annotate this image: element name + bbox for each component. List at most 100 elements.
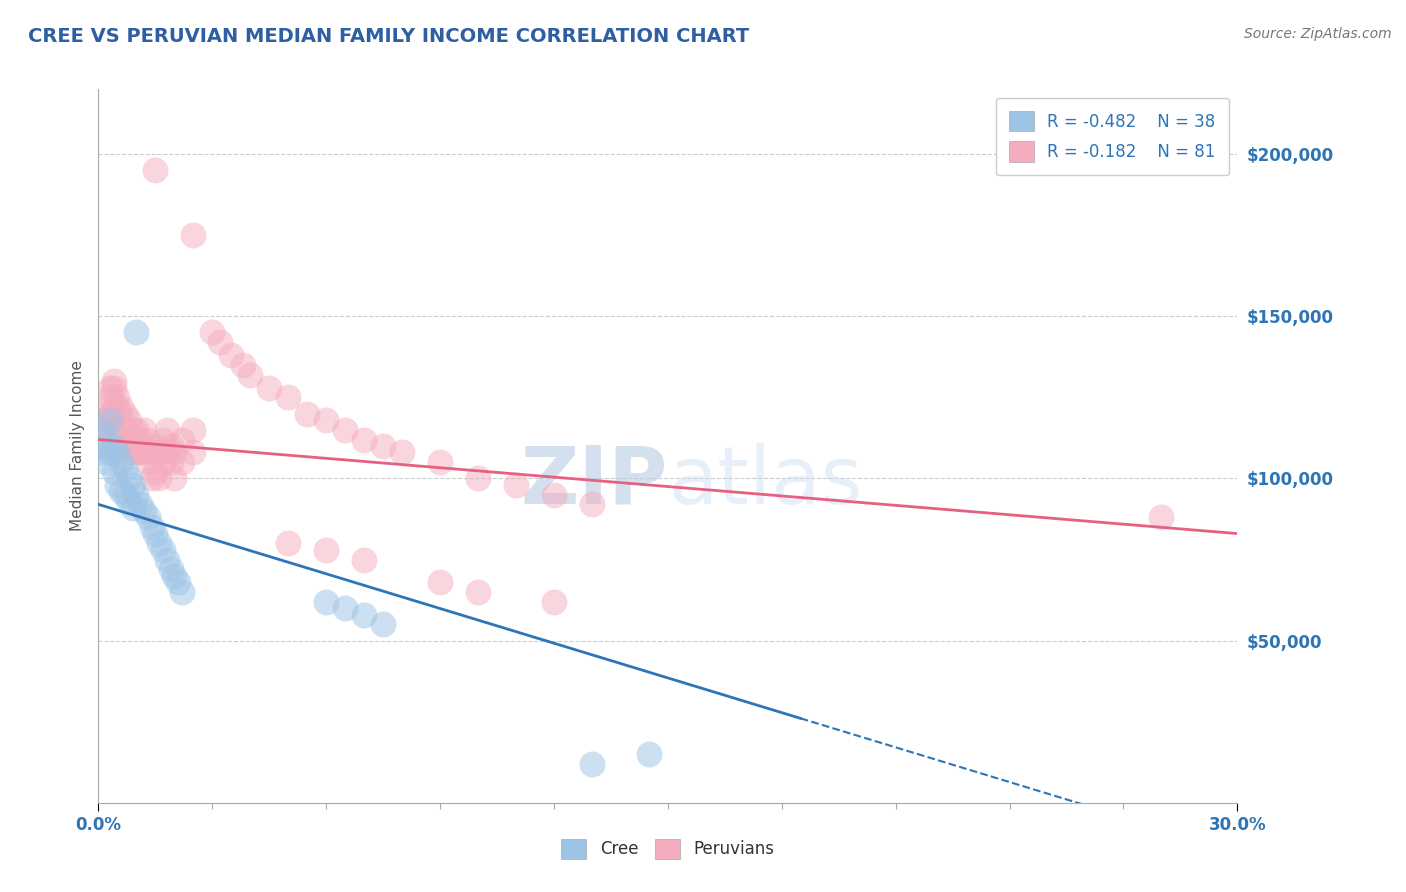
Point xyxy=(103,465,125,479)
Text: ZIP: ZIP xyxy=(520,442,668,521)
Point xyxy=(148,445,170,459)
Point xyxy=(148,536,170,550)
Point xyxy=(277,536,299,550)
Point xyxy=(98,413,121,427)
Text: atlas: atlas xyxy=(668,442,862,521)
Point xyxy=(1150,510,1173,524)
Point xyxy=(136,455,159,469)
Point xyxy=(505,478,527,492)
Point xyxy=(221,348,243,362)
Point xyxy=(315,413,337,427)
Point xyxy=(170,455,193,469)
Point xyxy=(103,439,125,453)
Point xyxy=(315,542,337,557)
Point xyxy=(94,455,117,469)
Point xyxy=(152,455,174,469)
Point xyxy=(277,390,299,404)
Point xyxy=(145,526,167,541)
Point xyxy=(98,381,121,395)
Point xyxy=(114,433,136,447)
Point xyxy=(183,445,205,459)
Point xyxy=(163,568,186,582)
Point xyxy=(315,595,337,609)
Point xyxy=(239,368,262,382)
Point xyxy=(118,494,141,508)
Point xyxy=(581,497,603,511)
Point xyxy=(125,488,148,502)
Point xyxy=(118,445,141,459)
Point xyxy=(110,400,132,414)
Point xyxy=(121,439,143,453)
Point xyxy=(129,445,152,459)
Point xyxy=(543,488,565,502)
Point xyxy=(145,465,167,479)
Point xyxy=(159,439,181,453)
Point xyxy=(110,484,132,499)
Point xyxy=(94,423,117,437)
Point xyxy=(371,439,394,453)
Point xyxy=(429,455,451,469)
Point xyxy=(141,471,163,485)
Point xyxy=(156,552,179,566)
Point xyxy=(132,504,155,518)
Point xyxy=(91,413,114,427)
Point xyxy=(107,413,129,427)
Point xyxy=(121,500,143,515)
Point xyxy=(107,478,129,492)
Point xyxy=(110,423,132,437)
Point xyxy=(114,488,136,502)
Point xyxy=(136,510,159,524)
Point xyxy=(98,445,121,459)
Point xyxy=(201,326,224,340)
Point xyxy=(94,433,117,447)
Text: CREE VS PERUVIAN MEDIAN FAMILY INCOME CORRELATION CHART: CREE VS PERUVIAN MEDIAN FAMILY INCOME CO… xyxy=(28,27,749,45)
Point xyxy=(132,423,155,437)
Point xyxy=(121,478,143,492)
Point xyxy=(156,445,179,459)
Point xyxy=(159,562,181,576)
Text: Source: ZipAtlas.com: Source: ZipAtlas.com xyxy=(1244,27,1392,41)
Point xyxy=(156,423,179,437)
Point xyxy=(129,497,152,511)
Legend: Cree, Peruvians: Cree, Peruvians xyxy=(555,832,780,866)
Point xyxy=(183,228,205,243)
Point xyxy=(163,471,186,485)
Point xyxy=(118,471,141,485)
Point xyxy=(114,407,136,421)
Point xyxy=(467,471,489,485)
Point xyxy=(103,374,125,388)
Point xyxy=(297,407,319,421)
Point xyxy=(129,433,152,447)
Point xyxy=(91,439,114,453)
Point xyxy=(125,423,148,437)
Point xyxy=(118,413,141,427)
Point xyxy=(353,433,375,447)
Point xyxy=(103,400,125,414)
Point xyxy=(145,163,167,178)
Point xyxy=(170,433,193,447)
Point xyxy=(103,381,125,395)
Point xyxy=(637,747,661,761)
Point xyxy=(107,390,129,404)
Point xyxy=(159,455,181,469)
Point xyxy=(353,607,375,622)
Point xyxy=(94,400,117,414)
Point xyxy=(121,445,143,459)
Point xyxy=(125,326,148,340)
Point xyxy=(98,407,121,421)
Point xyxy=(335,601,357,615)
Point xyxy=(125,439,148,453)
Point xyxy=(136,433,159,447)
Point xyxy=(110,455,132,469)
Point xyxy=(141,520,163,534)
Point xyxy=(94,413,117,427)
Point xyxy=(208,335,231,350)
Point xyxy=(467,585,489,599)
Point xyxy=(91,423,114,437)
Y-axis label: Median Family Income: Median Family Income xyxy=(69,360,84,532)
Point xyxy=(98,390,121,404)
Point xyxy=(335,423,357,437)
Point xyxy=(114,461,136,475)
Point xyxy=(118,433,141,447)
Point xyxy=(170,585,193,599)
